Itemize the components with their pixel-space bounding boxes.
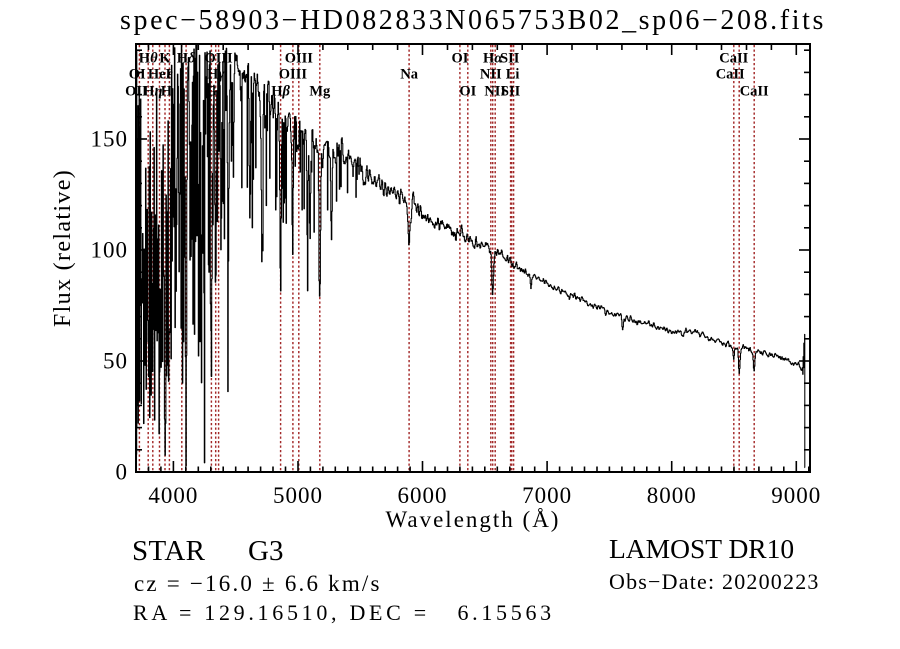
svg-text:CaII: CaII <box>719 51 748 67</box>
svg-text:0: 0 <box>116 460 129 485</box>
svg-text:G3: G3 <box>248 535 283 567</box>
svg-text:CaII: CaII <box>740 84 769 100</box>
svg-text:4000: 4000 <box>148 483 198 508</box>
svg-text:Hβ: Hβ <box>271 84 290 100</box>
svg-text:H: H <box>161 84 173 100</box>
svg-text:7000: 7000 <box>522 483 572 508</box>
svg-text:spec−58903−HD082833N065753B02_: spec−58903−HD082833N065753B02_sp06−208.f… <box>120 5 826 36</box>
svg-text:6000: 6000 <box>398 483 448 508</box>
svg-text:OIII: OIII <box>204 51 233 67</box>
svg-text:SII: SII <box>500 51 520 67</box>
svg-text:LAMOST DR10: LAMOST DR10 <box>609 533 794 564</box>
svg-text:Mg: Mg <box>309 84 331 100</box>
svg-text:Hθ: Hθ <box>139 51 158 67</box>
svg-text:Hη: Hη <box>143 84 162 100</box>
svg-text:RA = 129.16510, DEC = 6.1556: RA = 129.16510, DEC = 6.15563 <box>133 600 555 625</box>
svg-text:OI: OI <box>451 51 468 67</box>
svg-text:CaII: CaII <box>716 67 745 83</box>
svg-text:150: 150 <box>91 127 129 152</box>
svg-text:Wavelength (Å): Wavelength (Å) <box>386 507 561 532</box>
svg-text:50: 50 <box>103 349 128 374</box>
svg-text:OIII: OIII <box>285 51 314 67</box>
svg-text:ε: ε <box>167 67 173 83</box>
svg-text:HeI: HeI <box>148 67 172 83</box>
svg-text:OII: OII <box>125 84 148 100</box>
svg-text:NII: NII <box>484 84 506 100</box>
svg-text:Na: Na <box>400 67 418 83</box>
svg-text:8000: 8000 <box>647 483 697 508</box>
svg-text:NII: NII <box>480 67 502 83</box>
svg-text:OIII: OIII <box>279 67 308 83</box>
svg-text:Hδ: Hδ <box>177 51 196 67</box>
svg-text:100: 100 <box>91 238 129 263</box>
svg-text:cz = −16.0 ± 6.6 km/s: cz = −16.0 ± 6.6 km/s <box>134 571 382 596</box>
svg-text:9000: 9000 <box>771 483 821 508</box>
svg-text:Flux (relative): Flux (relative) <box>50 169 76 327</box>
svg-text:G: G <box>206 84 217 100</box>
svg-text:5000: 5000 <box>273 483 323 508</box>
svg-text:STAR: STAR <box>132 535 206 567</box>
svg-text:K: K <box>159 51 171 67</box>
svg-text:Obs−Date: 20200223: Obs−Date: 20200223 <box>609 569 820 594</box>
svg-text:SII: SII <box>501 84 521 100</box>
svg-text:Hα: Hα <box>483 51 503 67</box>
svg-text:Hγ: Hγ <box>207 67 225 83</box>
svg-text:OI: OI <box>459 84 476 100</box>
svg-text:Li: Li <box>506 67 520 83</box>
svg-text:OI: OI <box>129 67 146 83</box>
